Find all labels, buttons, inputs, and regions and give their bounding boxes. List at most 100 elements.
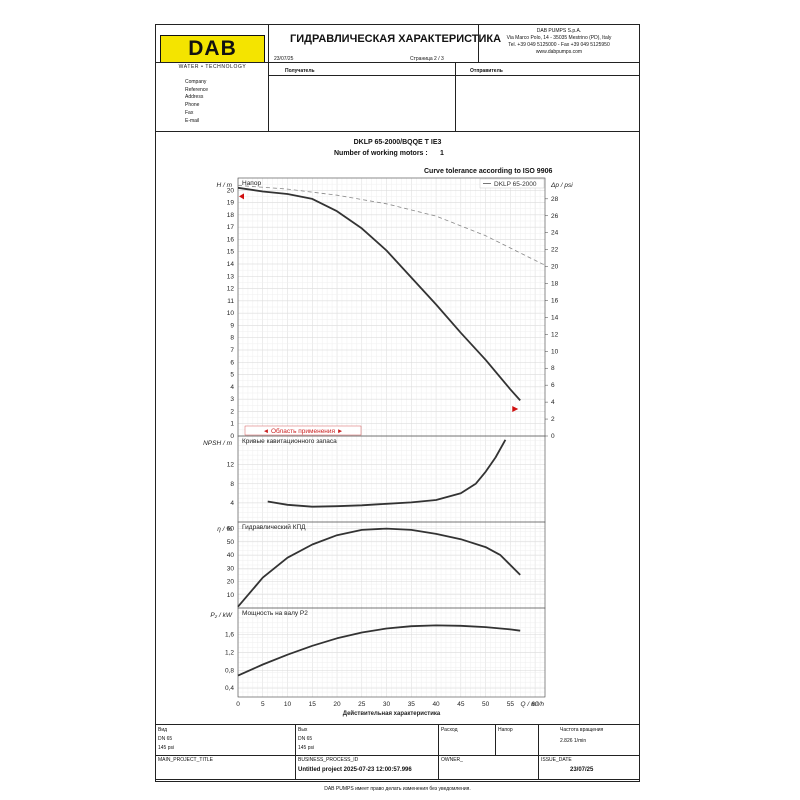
sender-label: Отправитель (470, 68, 503, 74)
contact-field-label: Fax (185, 109, 194, 116)
x-tick-label: 40 (432, 701, 440, 708)
footer-speed-label: Частота вращения (560, 727, 604, 733)
y-tick-label: 19 (227, 200, 235, 207)
x-axis-unit: Q / m³/h (521, 701, 545, 708)
contact-field-label: Address (185, 94, 204, 101)
legend-box (479, 178, 545, 189)
y-tick-label: 2 (230, 408, 234, 415)
y-tick-label: 30 (227, 565, 235, 572)
logo-tagline: WATER • TECHNOLOGY (178, 64, 247, 70)
right-tick-label: 22 (551, 247, 559, 254)
right-tick-label: 2 (551, 416, 555, 423)
footer-outlet-label: Вых (298, 727, 308, 733)
curve-tolerance: Curve tolerance according to ISO 9906 (424, 168, 553, 175)
logo-text: DAB (188, 37, 237, 60)
right-tick-label: 20 (551, 264, 559, 271)
y-axis-label: P₂ / kW (210, 612, 232, 619)
y-tick-label: 7 (230, 347, 234, 354)
footer-divider (155, 779, 640, 780)
footer-head-label: Напор (498, 727, 513, 733)
footer-divider (438, 724, 439, 780)
y-tick-label: 20 (227, 579, 235, 586)
y-tick-label: 1,2 (225, 650, 234, 657)
right-tick-label: 18 (551, 281, 559, 288)
x-tick-label: 0 (236, 701, 240, 708)
y-tick-label: 8 (230, 481, 234, 488)
motors-value: 1 (440, 150, 444, 157)
performance-curve (237, 527, 521, 608)
y-tick-label: 9 (230, 322, 234, 329)
header-divider (155, 62, 640, 63)
right-tick-label: 0 (551, 433, 555, 440)
header-divider (268, 75, 640, 76)
chart-panel-frame (237, 607, 546, 698)
right-axis-label: Δp / psi (550, 182, 573, 189)
header-divider (268, 24, 269, 132)
y-axis-label: η / % (217, 526, 232, 533)
panel-title: Напор (242, 180, 261, 187)
right-tick-label: 24 (551, 230, 559, 237)
y-tick-label: 15 (227, 249, 235, 256)
footer-outlet-psi: 145 psi (298, 745, 315, 751)
footer-divider (155, 724, 640, 725)
footer-outlet-dn: DN 65 (298, 736, 313, 742)
y-tick-label: 60 (227, 526, 235, 533)
y-tick-label: 10 (227, 310, 235, 317)
x-axis-caption: Действительная характеристика (343, 710, 441, 717)
x-tick-label: 45 (457, 701, 465, 708)
right-tick-label: 4 (551, 399, 555, 406)
y-tick-label: 18 (227, 212, 235, 219)
header-divider (155, 131, 640, 132)
right-tick-label: 14 (551, 314, 559, 321)
y-tick-label: 1,6 (225, 632, 234, 639)
x-tick-label: 50 (482, 701, 490, 708)
right-tick-label: 12 (551, 331, 559, 338)
y-axis-label: NPSH / m (203, 440, 232, 447)
range-box (244, 425, 362, 436)
company-address: Via Marco Polo, 14 - 35035 Mestrino (PD)… (506, 35, 612, 41)
recipient-label: Получатель (285, 68, 315, 74)
y-tick-label: 20 (227, 187, 235, 194)
operating-limit-marker (239, 193, 244, 200)
y-tick-label: 40 (227, 552, 235, 559)
x-tick-label: 10 (284, 701, 292, 708)
y-tick-label: 0,8 (225, 667, 234, 674)
y-tick-label: 12 (227, 286, 235, 293)
x-tick-label: 35 (408, 701, 416, 708)
application-range-label: ◄ Область применения ► (263, 427, 344, 435)
footer-divider (295, 724, 296, 780)
right-tick-label: 8 (551, 365, 555, 372)
y-axis-label: H / m (216, 182, 232, 189)
performance-curve (237, 186, 521, 401)
x-tick-label: 60 (531, 701, 539, 708)
right-tick-label: 28 (551, 196, 559, 203)
footer-project-label: MAIN_PROJECT_TITLE (158, 757, 214, 763)
operating-limit-marker (512, 405, 519, 412)
x-tick-label: 5 (261, 701, 265, 708)
footer-issue-value: 23/07/25 (570, 767, 594, 773)
company-phone: Tel. +39 049 5125000 - Fax +39 049 51259… (508, 42, 610, 48)
y-tick-label: 14 (227, 261, 235, 268)
footer-owner-label: OWNER_ (441, 757, 463, 763)
footer-issue-label: ISSUE_DATE (541, 757, 572, 763)
y-tick-label: 12 (227, 462, 235, 469)
right-tick-label: 6 (551, 382, 555, 389)
x-tick-label: 55 (507, 701, 515, 708)
footer-speed-value: 2.826 1/min (560, 738, 587, 744)
y-tick-label: 11 (227, 298, 234, 305)
footer-divider (155, 755, 640, 756)
footer-flow-label: Расход (441, 727, 458, 733)
header-divider (478, 24, 479, 63)
y-tick-label: 16 (227, 236, 235, 243)
tolerance-curve (237, 185, 546, 266)
y-tick-label: 5 (230, 372, 234, 379)
x-tick-label: 20 (333, 701, 341, 708)
datasheet-frame (155, 24, 640, 782)
y-tick-label: 4 (230, 384, 234, 391)
header-divider (455, 62, 456, 132)
performance-curve (237, 624, 521, 677)
y-tick-label: 6 (230, 359, 234, 366)
y-tick-label: 4 (230, 500, 234, 507)
contact-field-label: E-mail (185, 117, 200, 124)
